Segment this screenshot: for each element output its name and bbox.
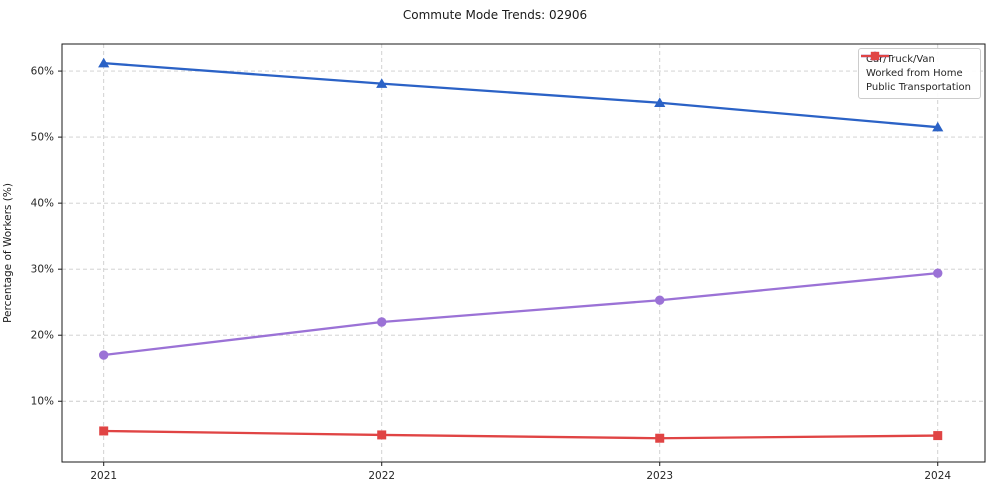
x-tick-label: 2024 — [924, 470, 951, 482]
series-worked-from-home-marker-circle — [933, 268, 943, 278]
legend-label: Worked from Home — [866, 68, 963, 79]
series-public-transportation-marker-square — [99, 426, 109, 436]
series-line-car-truck-van — [102, 62, 939, 129]
series-car-truck-van-marker-triangle — [654, 97, 666, 107]
series-worked-from-home-marker-circle — [655, 295, 665, 305]
chart-title: Commute Mode Trends: 02906 — [402, 8, 588, 22]
y-tick-label: 60% — [31, 66, 54, 78]
legend-label: Car/Truck/Van — [866, 54, 935, 65]
series-car-truck-van-marker-triangle — [376, 78, 388, 88]
legend: Car/Truck/Van Worked from Home Public Tran… — [858, 48, 981, 99]
series-car-truck-van-marker-triangle — [98, 57, 110, 68]
x-tick-label: 2022 — [368, 470, 395, 482]
x-tick-label: 2021 — [90, 470, 117, 482]
y-tick-label: 10% — [31, 396, 54, 408]
series-worked-from-home-marker-circle — [99, 350, 109, 360]
series-car-truck-van-marker-triangle — [932, 121, 944, 132]
x-tick-label: 2023 — [646, 470, 673, 482]
y-tick-label: 30% — [31, 264, 54, 276]
series-public-transportation-marker-square — [933, 431, 943, 441]
y-tick-label: 50% — [31, 132, 54, 144]
series-line-worked-from-home — [102, 271, 939, 357]
axes-frame — [61, 43, 986, 463]
square-swatch-icon — [861, 51, 890, 61]
series-line-public-transportation — [102, 429, 939, 440]
y-tick-label: 20% — [31, 330, 54, 342]
y-tick-label: 40% — [31, 198, 54, 210]
legend-label: Public Transportation — [866, 82, 971, 93]
legend-item-worked-from-home: Worked from Home — [861, 51, 971, 79]
series-worked-from-home-marker-circle — [377, 317, 387, 327]
series-public-transportation-marker-square — [655, 433, 665, 443]
legend-item-public-transportation: Public Transportation — [861, 51, 971, 93]
series-public-transportation-marker-square — [377, 430, 387, 440]
